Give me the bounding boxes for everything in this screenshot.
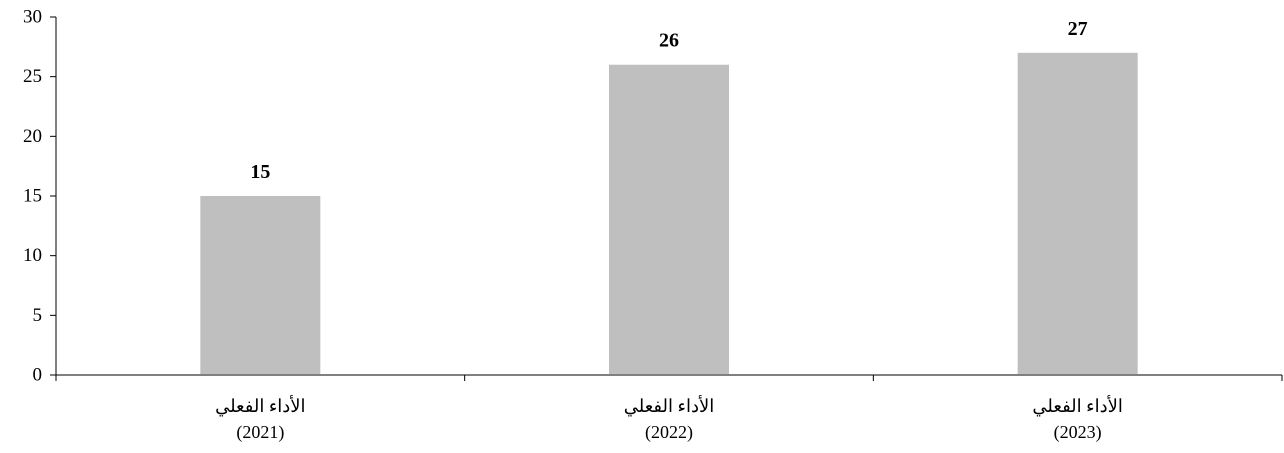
- y-tick-label: 25: [23, 66, 42, 87]
- y-axis-ticks: 0 5 10 15 20 25 30: [23, 7, 56, 386]
- y-tick-label: 20: [23, 126, 42, 147]
- y-tick-label: 0: [33, 365, 43, 386]
- x-category-label: (2023): [1054, 422, 1102, 443]
- x-category-label: الأداء الفعلي: [624, 394, 714, 416]
- y-tick-label: 30: [23, 7, 42, 28]
- data-label: 26: [659, 30, 679, 52]
- bar: [1017, 52, 1138, 375]
- x-category-label: الأداء الفعلي: [215, 394, 305, 416]
- data-label: 27: [1068, 18, 1088, 40]
- bar: [609, 64, 729, 374]
- x-category-label: الأداء الفعلي: [1032, 394, 1122, 416]
- data-label: 15: [250, 161, 270, 183]
- bars: [200, 52, 1138, 375]
- x-category-label: (2021): [236, 422, 284, 443]
- y-tick-label: 10: [23, 245, 42, 266]
- x-category-label: (2022): [645, 422, 693, 443]
- bar: [200, 196, 321, 374]
- data-labels: 15 26 27: [250, 18, 1087, 183]
- y-tick-label: 5: [33, 305, 43, 326]
- x-axis-ticks: الأداء الفعلي (2021) الأداء الفعلي (2022) ال…: [55, 375, 1283, 443]
- y-tick-label: 15: [23, 186, 42, 207]
